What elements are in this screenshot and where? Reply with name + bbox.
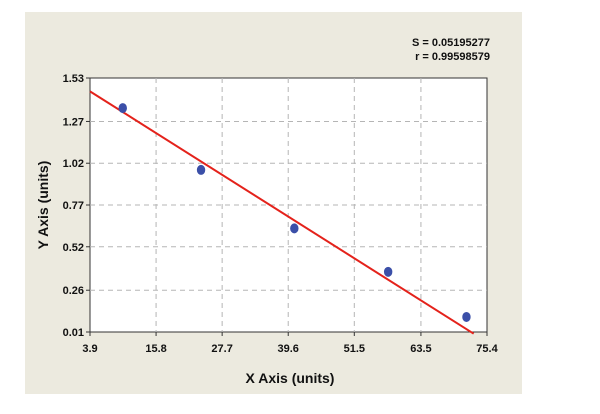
x-tick-label: 15.8 bbox=[145, 343, 166, 355]
fit-line-group bbox=[89, 90, 475, 335]
x-tick-label: 51.5 bbox=[344, 343, 365, 355]
data-points bbox=[118, 103, 471, 322]
y-axis-label: Y Axis (units) bbox=[35, 161, 51, 250]
y-tick-label: 1.53 bbox=[63, 73, 84, 85]
s-value-annotation: S = 0.05195277 bbox=[412, 37, 490, 49]
x-tick-label: 75.4 bbox=[476, 343, 498, 355]
data-point bbox=[118, 103, 127, 114]
r-value-annotation: r = 0.99598579 bbox=[415, 51, 490, 63]
data-point bbox=[383, 266, 393, 277]
x-tick-label: 3.9 bbox=[82, 343, 97, 355]
x-axis-label: X Axis (units) bbox=[246, 370, 335, 386]
y-tick-label: 0.77 bbox=[63, 200, 84, 212]
y-tick-label: 1.02 bbox=[63, 158, 84, 170]
y-axis-ticks: 0.01 0.26 0.52 0.77 1.02 1.27 1.53 bbox=[63, 73, 90, 339]
y-tick-label: 1.27 bbox=[63, 116, 84, 128]
y-tick-label: 0.01 bbox=[63, 327, 84, 339]
y-tick-label: 0.52 bbox=[63, 242, 84, 254]
grid bbox=[90, 78, 487, 332]
x-axis-ticks: 3.9 15.8 27.7 39.6 51.5 63.5 75.4 bbox=[82, 332, 499, 355]
x-tick-label: 39.6 bbox=[278, 343, 299, 355]
data-point bbox=[290, 223, 299, 234]
data-point bbox=[462, 311, 471, 322]
y-tick-label: 0.26 bbox=[63, 285, 84, 297]
data-point bbox=[196, 164, 206, 175]
x-tick-label: 63.5 bbox=[410, 343, 431, 355]
fit-line bbox=[89, 90, 475, 335]
x-tick-label: 27.7 bbox=[211, 343, 232, 355]
